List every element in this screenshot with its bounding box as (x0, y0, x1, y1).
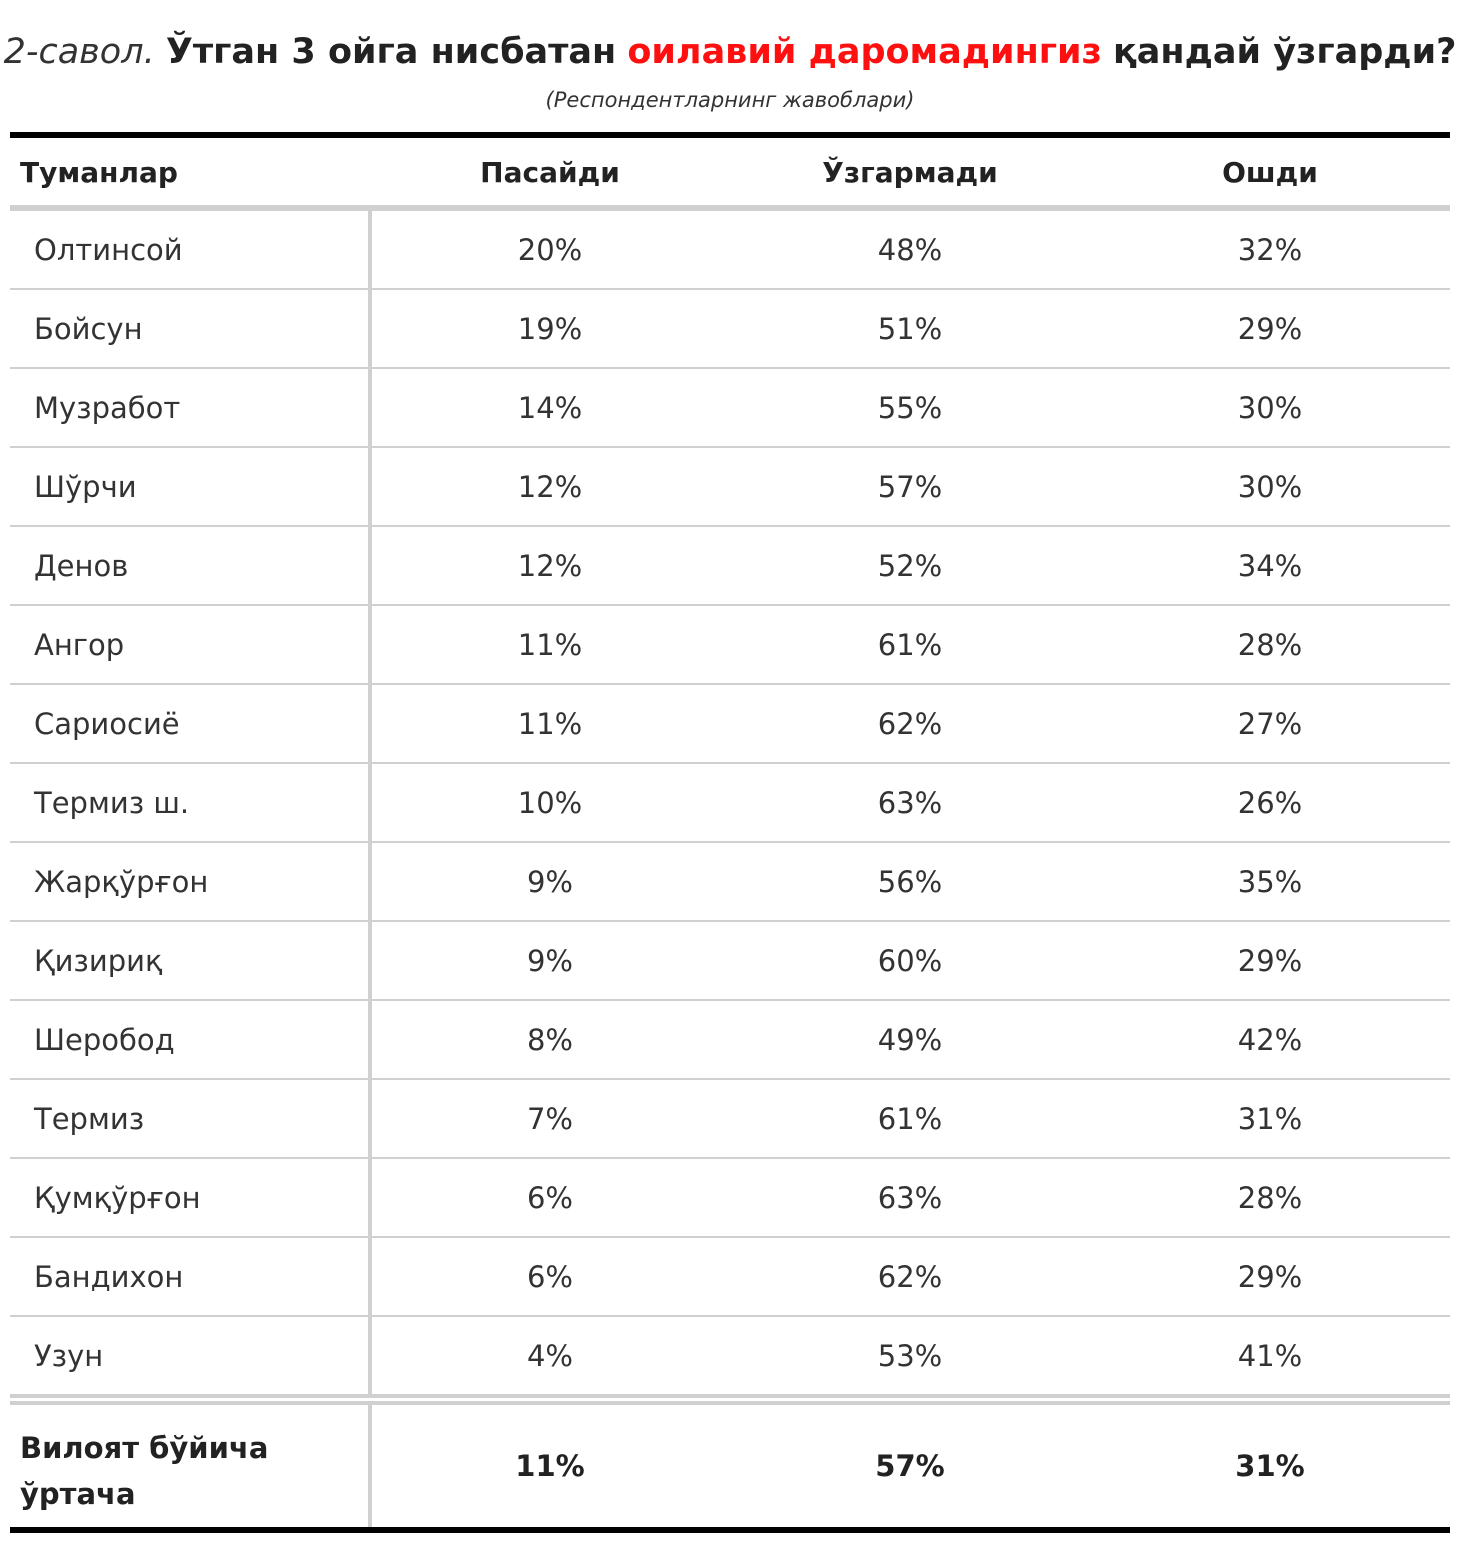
district-name: Шўрчи (34, 470, 137, 504)
table-header: Туманлар Пасайди Ўзгармади Ошди (10, 138, 1450, 206)
cell-increased: 28% (1237, 1181, 1303, 1215)
cell-increased: 42% (1237, 1023, 1303, 1057)
cell-increased: 31% (1237, 1102, 1303, 1136)
cell-increased: 34% (1237, 549, 1303, 583)
cell-unchanged: 61% (877, 628, 943, 662)
cell-unchanged: 49% (877, 1023, 943, 1057)
table-row: Бандихон 6% 62% 29% (10, 1238, 1450, 1317)
total-rule-2 (10, 1401, 1450, 1405)
cell-increased: 29% (1237, 944, 1303, 978)
cell-unchanged: 57% (877, 470, 943, 504)
cell-decreased: 10% (517, 786, 583, 820)
table-row: Узун 4% 53% 41% (10, 1317, 1450, 1396)
total-row-label: Вилоят бўйича ўртача (20, 1431, 269, 1511)
cell-unchanged: 62% (877, 707, 943, 741)
district-name: Термиз ш. (34, 786, 190, 820)
table-row: Шеробод 8% 49% 42% (10, 1001, 1450, 1080)
district-name: Ангор (34, 628, 125, 662)
cell-unchanged: 48% (877, 233, 943, 267)
question-number: 2-савол. (3, 32, 155, 72)
chart-title: 2-савол. Ўтган 3 ойга нисбатан оилавий д… (0, 26, 1460, 78)
column-header-district: Туманлар (20, 156, 178, 189)
cell-decreased: 11% (517, 707, 583, 741)
cell-unchanged: 63% (877, 1181, 943, 1215)
cell-unchanged: 60% (877, 944, 943, 978)
cell-increased: 41% (1237, 1339, 1303, 1373)
table-row: Олтинсой 20% 48% 32% (10, 211, 1450, 290)
table-row: Қумқўрғон 6% 63% 28% (10, 1159, 1450, 1238)
cell-decreased: 9% (526, 944, 573, 978)
table-row: Сариосиё 11% 62% 27% (10, 685, 1450, 764)
table-row: Музработ 14% 55% 30% (10, 369, 1450, 448)
district-name: Қизириқ (34, 944, 163, 978)
district-name: Жарқўрғон (34, 865, 209, 899)
total-unchanged: 57% (875, 1449, 945, 1483)
column-header-unchanged: Ўзгармади (822, 156, 998, 189)
cell-decreased: 6% (526, 1260, 573, 1294)
district-name: Музработ (34, 391, 181, 425)
total-row: Вилоят бўйича ўртача 11% 57% 31% (10, 1405, 1450, 1527)
cell-decreased: 6% (526, 1181, 573, 1215)
chart-subtitle: (Респондентларнинг жавоблари) (545, 88, 915, 112)
district-name: Олтинсой (34, 233, 183, 267)
table-row: Ангор 11% 61% 28% (10, 606, 1450, 685)
cell-increased: 30% (1237, 470, 1303, 504)
header-rule (10, 205, 1450, 211)
cell-decreased: 14% (517, 391, 583, 425)
district-name: Бойсун (34, 312, 143, 346)
column-divider-total (368, 1405, 372, 1527)
table-row: Денов 12% 52% 34% (10, 527, 1450, 606)
district-name: Денов (34, 549, 129, 583)
district-name: Термиз (34, 1102, 145, 1136)
cell-decreased: 7% (526, 1102, 573, 1136)
cell-unchanged: 55% (877, 391, 943, 425)
cell-increased: 26% (1237, 786, 1303, 820)
cell-increased: 30% (1237, 391, 1303, 425)
district-name: Бандихон (34, 1260, 184, 1294)
cell-decreased: 12% (517, 549, 583, 583)
cell-unchanged: 53% (877, 1339, 943, 1373)
district-name: Узун (34, 1339, 104, 1373)
cell-decreased: 20% (517, 233, 583, 267)
cell-increased: 29% (1237, 1260, 1303, 1294)
cell-decreased: 19% (517, 312, 583, 346)
total-increased: 31% (1235, 1449, 1305, 1483)
total-rule-1 (10, 1394, 1450, 1398)
bottom-rule (10, 1527, 1450, 1533)
table-row: Термиз ш. 10% 63% 26% (10, 764, 1450, 843)
question-text-end: қандай ўзгарди? (1113, 32, 1457, 72)
table-row: Қизириқ 9% 60% 29% (10, 922, 1450, 1001)
question-text-start: Ўтган 3 ойга нисбатан (165, 32, 617, 72)
total-decreased: 11% (515, 1449, 585, 1483)
cell-unchanged: 51% (877, 312, 943, 346)
table-row: Шўрчи 12% 57% 30% (10, 448, 1450, 527)
cell-decreased: 9% (526, 865, 573, 899)
cell-unchanged: 63% (877, 786, 943, 820)
cell-increased: 32% (1237, 233, 1303, 267)
district-name: Қумқўрғон (34, 1181, 201, 1215)
table-row: Бойсун 19% 51% 29% (10, 290, 1450, 369)
district-name: Сариосиё (34, 707, 180, 741)
cell-unchanged: 61% (877, 1102, 943, 1136)
top-rule (10, 132, 1450, 138)
cell-increased: 28% (1237, 628, 1303, 662)
question-highlight: оилавий даромадингиз (627, 32, 1102, 72)
cell-increased: 29% (1237, 312, 1303, 346)
cell-decreased: 4% (526, 1339, 573, 1373)
column-header-increased: Ошди (1222, 156, 1318, 189)
cell-decreased: 8% (526, 1023, 573, 1057)
cell-increased: 27% (1237, 707, 1303, 741)
column-divider (368, 211, 372, 1396)
cell-decreased: 12% (517, 470, 583, 504)
cell-unchanged: 52% (877, 549, 943, 583)
cell-decreased: 11% (517, 628, 583, 662)
cell-unchanged: 56% (877, 865, 943, 899)
cell-increased: 35% (1237, 865, 1303, 899)
table-row: Термиз 7% 61% 31% (10, 1080, 1450, 1159)
district-name: Шеробод (34, 1023, 175, 1057)
cell-unchanged: 62% (877, 1260, 943, 1294)
table-row: Жарқўрғон 9% 56% 35% (10, 843, 1450, 922)
column-header-decreased: Пасайди (480, 156, 620, 189)
